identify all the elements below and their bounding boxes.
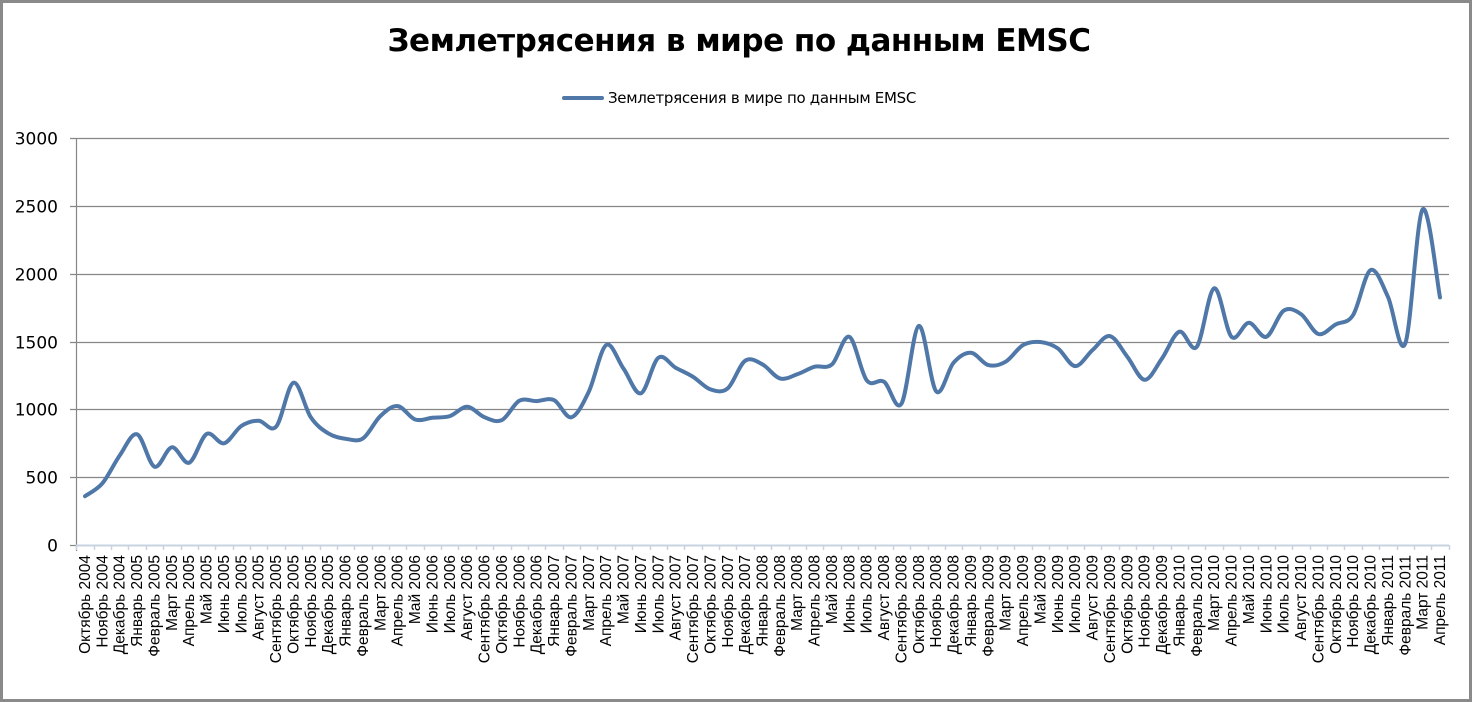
x-tick-label: Январь 2005 [129,555,146,647]
x-tick-label: Март 2011 [1415,555,1432,630]
x-tick-label: Октябрь 2010 [1328,555,1345,654]
legend-line-icon [561,96,604,100]
x-tick-label: Декабрь 2004 [112,555,129,655]
x-tick-label: Ноябрь 2004 [94,555,111,648]
x-tick-label: Декабрь 2008 [946,555,963,654]
x-tick-label: Март 2009 [998,555,1015,631]
x-tick-label: Ноябрь 2006 [511,555,528,648]
x-tick-label: Май 2007 [616,555,633,624]
x-tick-label: Январь 2010 [1171,555,1188,647]
x-tick-label: Январь 2007 [546,555,563,647]
x-tick-label: Октябрь 2004 [77,555,94,654]
x-tick-label: Январь 2006 [338,555,355,647]
y-tick-label: 0 [47,537,58,557]
x-tick-label: Октябрь 2005 [285,555,302,654]
x-tick-label: Июнь 2005 [216,555,233,633]
x-tick-label: Октябрь 2006 [494,555,511,654]
x-tick-label: Март 2008 [789,555,806,631]
x-tick-label: Май 2009 [1032,555,1049,624]
x-tick-label: Февраль 2007 [563,555,580,657]
x-tick-label: Июнь 2008 [841,555,858,633]
gridlines [70,137,1449,551]
x-tick-label: Апрель 2007 [598,555,615,646]
y-axis-ticks: 0 500 1000 1500 2000 2500 3000 [15,130,58,557]
x-axis [75,544,1451,550]
x-tick-label: Ноябрь 2009 [1137,555,1154,648]
x-tick-label: Июнь 2006 [424,555,441,633]
x-tick-label: Январь 2009 [963,555,980,647]
x-tick-label: Октябрь 2008 [911,555,928,654]
x-tick-label: Февраль 2006 [355,555,372,657]
y-tick-label: 2000 [15,266,58,286]
x-tick-label: Сентябрь 2010 [1310,555,1327,664]
x-tick-label: Апрель 2010 [1224,555,1241,647]
legend: Землетрясения в мире по данным EMSC [3,89,1472,107]
x-tick-label: Июль 2009 [1067,555,1084,633]
x-tick-label: Декабрь 2009 [1154,555,1171,654]
x-tick-label: Апрель 2008 [807,555,824,646]
x-tick-label: Июль 2005 [233,555,250,633]
x-tick-label: Март 2007 [581,555,598,631]
x-tick-label: Март 2005 [164,555,181,631]
x-tick-label: Март 2006 [372,555,389,631]
x-tick-label: Сентябрь 2007 [685,555,702,663]
x-tick-label: Июль 2006 [442,555,459,633]
chart-title: Землетрясения в мире по данным EMSC [387,23,1091,59]
x-tick-label: Январь 2008 [755,555,772,647]
y-tick-label: 1500 [15,334,58,354]
x-tick-label: Август 2007 [668,555,685,640]
x-tick-label: Октябрь 2009 [1119,555,1136,654]
x-tick-label: Декабрь 2005 [320,555,337,654]
x-tick-label: Декабрь 2007 [737,555,754,654]
y-tick-label: 2500 [15,198,58,218]
x-tick-label: Февраль 2011 [1397,555,1414,656]
x-tick-label: Апрель 2011 [1432,555,1449,645]
x-tick-label: Май 2010 [1241,555,1258,625]
x-tick-label: Август 2010 [1293,555,1310,641]
x-tick-label: Февраль 2009 [980,555,997,657]
x-tick-label: Сентябрь 2006 [477,555,494,663]
x-tick-label: Август 2006 [459,555,476,640]
x-tick-label: Декабрь 2010 [1363,555,1380,655]
x-tick-label: Март 2010 [1206,555,1223,631]
x-tick-label: Ноябрь 2005 [303,555,320,648]
x-tick-label: Февраль 2008 [772,555,789,657]
x-tick-label: Ноябрь 2008 [928,555,945,648]
x-tick-label: Август 2008 [876,555,893,640]
x-tick-label: Май 2008 [824,555,841,624]
x-tick-label: Сентябрь 2005 [268,555,285,663]
x-tick-label: Июнь 2007 [633,555,650,633]
x-tick-label: Апрель 2005 [181,555,198,646]
y-tick-label: 1000 [15,401,58,421]
x-tick-label: Октябрь 2007 [702,555,719,654]
y-tick-label: 3000 [15,130,58,150]
x-tick-label: Август 2009 [1085,555,1102,640]
x-tick-label: Ноябрь 2010 [1345,555,1362,648]
x-tick-label: Май 2006 [407,555,424,624]
x-tick-label: Декабрь 2006 [529,555,546,654]
x-tick-label: Июнь 2010 [1258,555,1275,634]
x-tick-label: Сентябрь 2009 [1102,555,1119,663]
x-tick-label: Апрель 2006 [390,555,407,646]
x-tick-label: Июнь 2009 [1050,555,1067,633]
x-tick-label: Июль 2008 [859,555,876,633]
x-tick-label: Август 2005 [251,555,268,640]
x-tick-label: Июль 2007 [650,555,667,633]
series-line [83,207,1442,499]
x-tick-label: Февраль 2005 [146,555,163,657]
legend-label: Землетрясения в мире по данным EMSC [607,89,917,107]
x-tick-label: Сентябрь 2008 [893,555,910,663]
x-tick-label: Ноябрь 2007 [720,555,737,648]
legend-item: Землетрясения в мире по данным EMSC [561,89,917,107]
x-tick-label: Январь 2011 [1380,555,1397,646]
x-tick-label: Февраль 2010 [1189,555,1206,657]
x-tick-label: Июль 2010 [1276,555,1293,634]
x-tick-label: Май 2005 [199,555,216,624]
x-axis-labels: Октябрь 2004 Ноябрь 2004 Декабрь 2004 Январ… [77,555,1449,664]
y-tick-label: 500 [26,469,58,489]
x-tick-label: Апрель 2009 [1015,555,1032,646]
